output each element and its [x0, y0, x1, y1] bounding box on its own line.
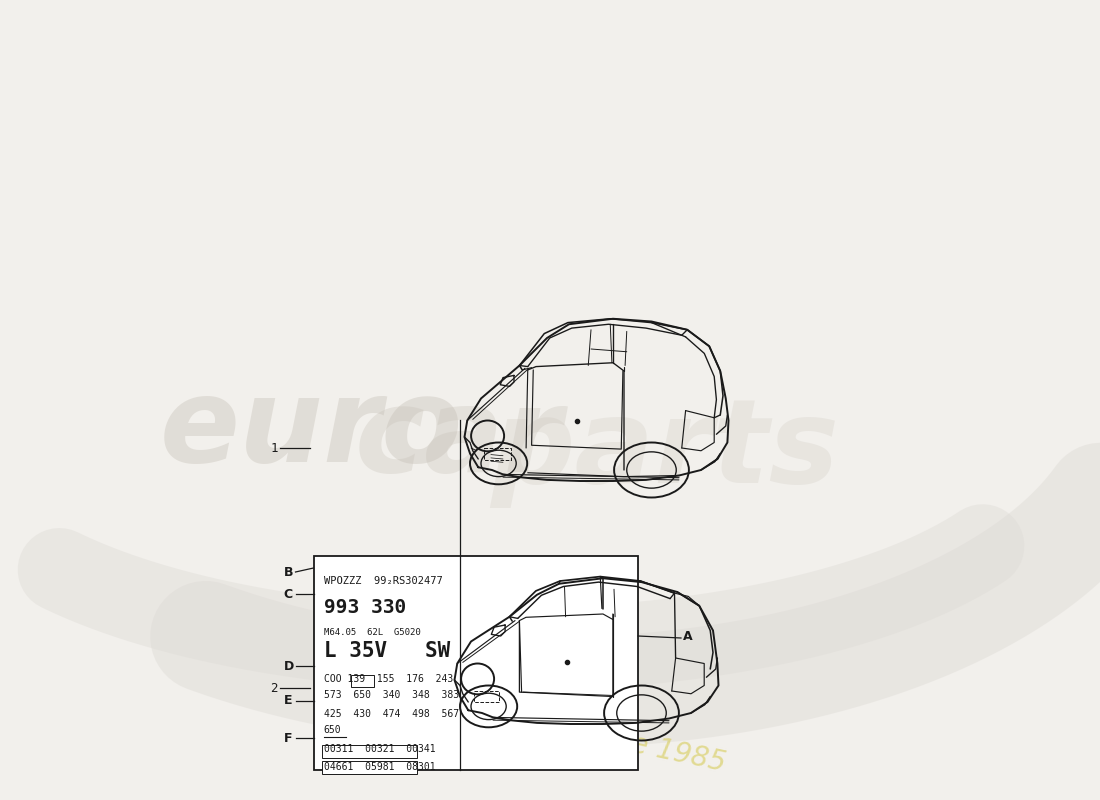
Text: 993 330: 993 330 [323, 598, 406, 617]
Text: C: C [284, 587, 293, 601]
Text: F: F [284, 731, 292, 745]
Text: 425  430  474  498  567: 425 430 474 498 567 [323, 709, 459, 719]
Bar [321, 745, 417, 758]
Text: COO 139  155  176  243: COO 139 155 176 243 [323, 674, 453, 684]
Text: 04661  05981  08301: 04661 05981 08301 [323, 762, 436, 772]
Text: WPOZZZ  99₂RS302477: WPOZZZ 99₂RS302477 [323, 576, 442, 586]
Text: a passion for parts since 1985: a passion for parts since 1985 [312, 662, 728, 778]
Bar [314, 556, 638, 770]
Text: M64.05  62L  G5020: M64.05 62L G5020 [323, 628, 420, 637]
Text: 1: 1 [271, 442, 278, 454]
Text: parts: parts [490, 393, 839, 507]
Bar [484, 448, 512, 460]
Text: 650: 650 [323, 725, 341, 735]
Bar [351, 675, 374, 687]
Bar [321, 761, 417, 774]
Text: D: D [284, 659, 294, 673]
Bar [474, 691, 499, 702]
Text: euro: euro [160, 373, 463, 487]
Text: car: car [355, 382, 563, 498]
Text: A: A [683, 630, 693, 642]
Text: E: E [284, 694, 292, 707]
Text: 00311  00321  00341: 00311 00321 00341 [323, 744, 436, 754]
Text: 573  650  340  348  383: 573 650 340 348 383 [323, 690, 459, 700]
Text: 2: 2 [271, 682, 278, 694]
Text: L 35V   SW: L 35V SW [323, 641, 450, 661]
Text: B: B [284, 566, 293, 578]
